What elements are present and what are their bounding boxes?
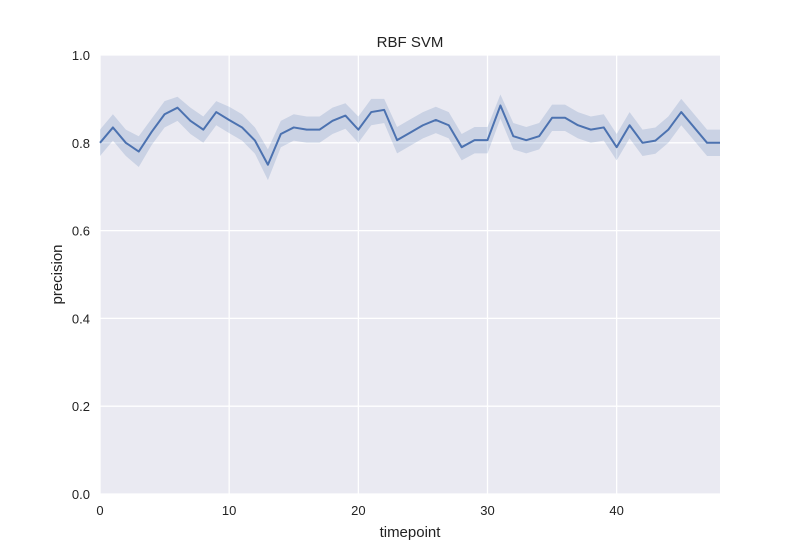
- x-axis-label: timepoint: [380, 524, 442, 541]
- precision-line: [99, 104, 720, 166]
- y-tick-label: 0.6: [72, 224, 90, 239]
- y-tick-label: 1.0: [72, 48, 90, 63]
- y-tick-label: 0.8: [72, 136, 90, 151]
- x-tick-label: 40: [609, 503, 623, 518]
- x-tick-label: 0: [96, 503, 103, 518]
- x-tick-label: 30: [480, 503, 494, 518]
- y-tick-label: 0.2: [72, 399, 90, 414]
- confidence-band: [100, 94, 720, 181]
- x-tick-labels: 0 10 20 30 40: [96, 503, 624, 518]
- y-tick-labels: 0.0 0.2 0.4 0.6 0.8 1.0: [72, 48, 90, 502]
- x-tick-label: 10: [222, 503, 236, 518]
- y-axis-label: precision: [49, 244, 66, 304]
- y-tick-label: 0.4: [72, 311, 90, 326]
- x-tick-label: 20: [351, 503, 365, 518]
- y-tick-label: 0.0: [72, 487, 90, 502]
- chart-title: RBF SVM: [377, 34, 444, 51]
